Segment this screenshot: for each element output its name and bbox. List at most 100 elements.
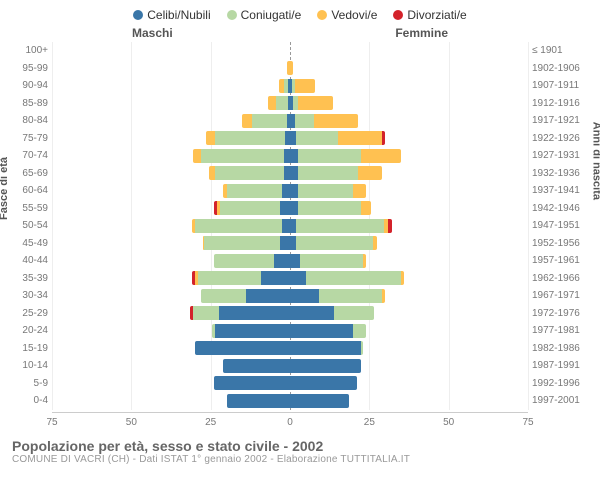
male-bar <box>52 376 290 390</box>
male-bar <box>52 61 290 75</box>
seg-celibi <box>290 324 353 338</box>
seg-vedovi <box>298 96 333 110</box>
female-bar <box>290 149 528 163</box>
birth-year-label: 1922-1926 <box>532 133 588 144</box>
male-bar <box>52 201 290 215</box>
seg-vedovi <box>361 201 371 215</box>
seg-coniugati <box>214 254 274 268</box>
seg-celibi <box>290 271 306 285</box>
age-row: 65-691932-1936 <box>52 165 528 183</box>
seg-coniugati <box>201 289 245 303</box>
birth-year-label: 1917-1921 <box>532 115 588 126</box>
legend-label: Celibi/Nubili <box>147 8 210 22</box>
legend-label: Divorziati/e <box>407 8 466 22</box>
age-row: 80-841917-1921 <box>52 112 528 130</box>
age-label: 45-49 <box>12 238 48 249</box>
seg-celibi <box>223 359 290 373</box>
age-label: 50-54 <box>12 220 48 231</box>
legend-item: Divorziati/e <box>393 8 466 22</box>
male-bar <box>52 271 290 285</box>
age-label: 65-69 <box>12 168 48 179</box>
age-row: 0-41997-2001 <box>52 392 528 410</box>
seg-coniugati <box>298 166 358 180</box>
age-label: 15-19 <box>12 343 48 354</box>
male-bar <box>52 149 290 163</box>
seg-vedovi <box>242 114 252 128</box>
seg-coniugati <box>198 271 261 285</box>
female-bar <box>290 166 528 180</box>
x-tick: 0 <box>287 417 293 428</box>
seg-celibi <box>290 149 298 163</box>
male-bar <box>52 114 290 128</box>
x-tick: 75 <box>522 417 533 428</box>
seg-celibi <box>219 306 290 320</box>
age-label: 35-39 <box>12 273 48 284</box>
age-label: 0-4 <box>12 395 48 406</box>
seg-vedovi <box>361 149 401 163</box>
female-bar <box>290 271 528 285</box>
male-bar <box>52 394 290 408</box>
female-bar <box>290 201 528 215</box>
seg-coniugati <box>298 184 354 198</box>
age-row: 20-241977-1981 <box>52 322 528 340</box>
seg-coniugati <box>334 306 374 320</box>
legend-item: Vedovi/e <box>317 8 377 22</box>
x-tick: 25 <box>205 417 216 428</box>
birth-year-label: ≤ 1901 <box>532 45 588 56</box>
age-label: 95-99 <box>12 63 48 74</box>
age-label: 5-9 <box>12 378 48 389</box>
seg-vedovi <box>290 61 293 75</box>
female-bar <box>290 96 528 110</box>
legend-item: Coniugati/e <box>227 8 302 22</box>
seg-coniugati <box>295 114 314 128</box>
female-bar <box>290 184 528 198</box>
seg-celibi <box>290 306 334 320</box>
seg-coniugati <box>361 341 363 355</box>
birth-year-label: 1977-1981 <box>532 325 588 336</box>
age-label: 100+ <box>12 45 48 56</box>
legend-label: Vedovi/e <box>331 8 377 22</box>
seg-celibi <box>290 184 298 198</box>
male-bar <box>52 236 290 250</box>
pyramid-chart: 100+≤ 190195-991902-190690-941907-191185… <box>52 42 528 432</box>
male-bar <box>52 131 290 145</box>
birth-year-label: 1942-1946 <box>532 203 588 214</box>
seg-coniugati <box>300 254 363 268</box>
x-tick: 25 <box>364 417 375 428</box>
legend: Celibi/Nubili Coniugati/e Vedovi/e Divorzia… <box>12 8 588 22</box>
female-bar <box>290 254 528 268</box>
birth-year-label: 1992-1996 <box>532 378 588 389</box>
age-label: 70-74 <box>12 150 48 161</box>
seg-coniugati <box>296 131 337 145</box>
seg-celibi <box>290 359 361 373</box>
seg-celibi <box>215 324 290 338</box>
seg-vedovi <box>268 96 276 110</box>
female-bar <box>290 79 528 93</box>
seg-coniugati <box>201 149 284 163</box>
seg-coniugati <box>296 219 383 233</box>
age-row: 10-141987-1991 <box>52 357 528 375</box>
female-bar <box>290 236 528 250</box>
female-bar <box>290 306 528 320</box>
male-bar <box>52 166 290 180</box>
x-tick: 50 <box>443 417 454 428</box>
female-bar <box>290 131 528 145</box>
seg-coniugati <box>193 306 218 320</box>
birth-year-label: 1947-1951 <box>532 220 588 231</box>
age-row: 100+≤ 1901 <box>52 42 528 60</box>
seg-vedovi <box>314 114 358 128</box>
male-bar <box>52 44 290 58</box>
male-bar <box>52 306 290 320</box>
birth-year-label: 1962-1966 <box>532 273 588 284</box>
female-bar <box>290 219 528 233</box>
legend-swatch <box>317 10 327 20</box>
age-row: 25-291972-1976 <box>52 305 528 323</box>
gridline <box>528 42 529 410</box>
seg-celibi <box>280 236 290 250</box>
age-label: 10-14 <box>12 360 48 371</box>
female-bar <box>290 394 528 408</box>
seg-celibi <box>290 166 298 180</box>
age-label: 90-94 <box>12 80 48 91</box>
legend-item: Celibi/Nubili <box>133 8 210 22</box>
age-label: 25-29 <box>12 308 48 319</box>
